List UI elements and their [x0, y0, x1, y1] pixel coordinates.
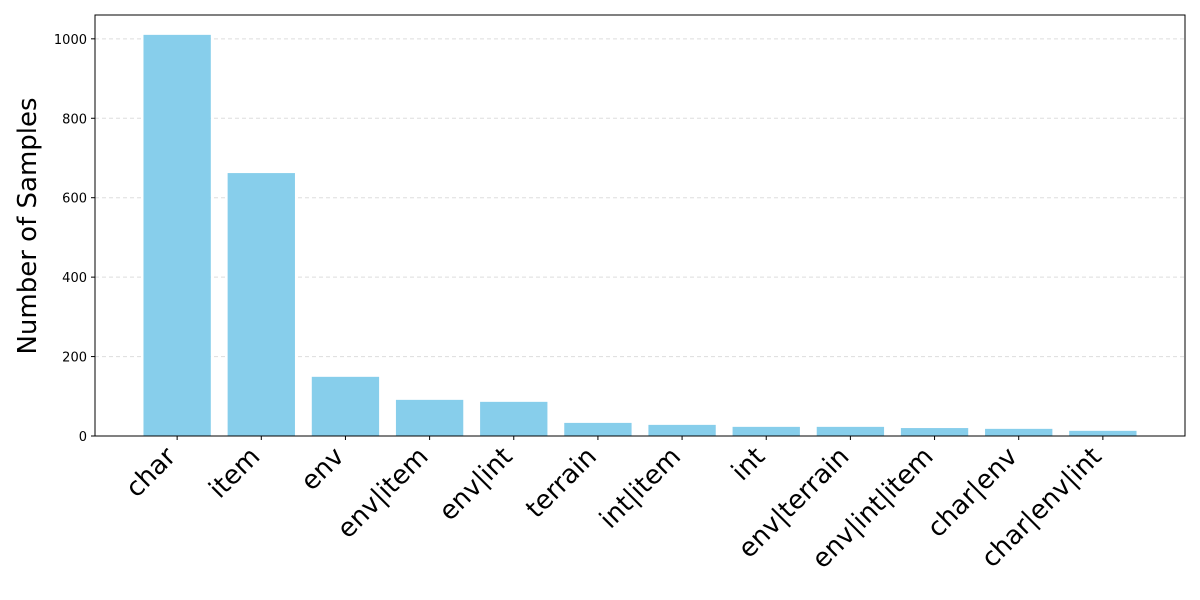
- x-tick-label: int|item: [594, 442, 687, 535]
- bar: [480, 401, 548, 436]
- bar: [311, 376, 380, 436]
- x-tick-label: terrain: [520, 442, 603, 525]
- y-tick-label: 1000: [54, 33, 87, 48]
- bar: [985, 428, 1053, 436]
- bar: [1069, 430, 1137, 436]
- bar: [564, 422, 632, 436]
- bar: [648, 424, 716, 436]
- bar: [732, 426, 800, 436]
- x-tick-label: env|item: [332, 442, 435, 545]
- y-tick-label: 0: [79, 430, 87, 445]
- x-tick-label: item: [203, 442, 266, 505]
- bar: [816, 426, 885, 436]
- y-tick-label: 200: [62, 351, 87, 366]
- bar: [395, 399, 464, 436]
- x-tick-label: env: [295, 442, 350, 497]
- x-tick-label: int: [726, 442, 771, 487]
- y-tick-label: 600: [62, 192, 87, 207]
- y-axis-label: Number of Samples: [13, 97, 43, 354]
- x-tick-label: env|int: [433, 442, 518, 527]
- plot-frame: [94, 14, 1186, 437]
- y-tick-label: 800: [62, 112, 87, 127]
- y-tick-label: 400: [62, 271, 87, 286]
- bar: [900, 428, 969, 436]
- bar: [143, 34, 211, 436]
- bar: [227, 173, 295, 436]
- x-tick-label: char: [120, 442, 182, 504]
